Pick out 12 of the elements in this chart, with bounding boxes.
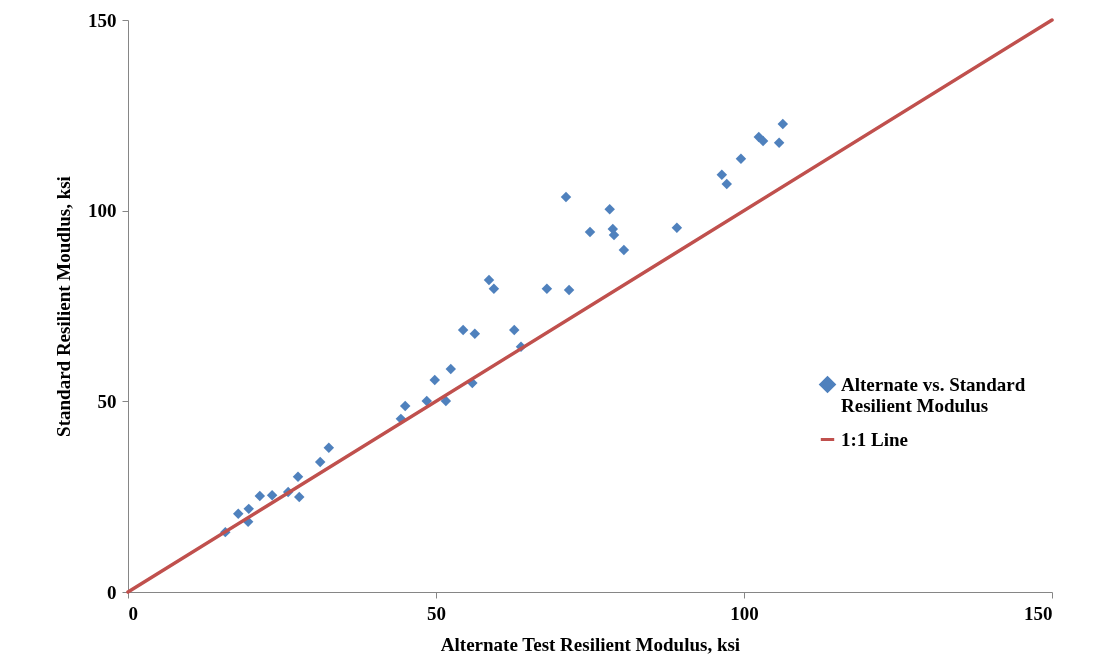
legend-label: 1:1 Line: [841, 428, 909, 450]
x-tick-label: 50: [427, 602, 446, 624]
y-tick-label: 150: [88, 9, 117, 31]
y-axis-title: Standard Resilient Moudlus, ksi: [53, 176, 74, 437]
y-tick-label: 100: [88, 200, 117, 222]
legend-label: Alternate vs. Standard Resilient Modulus: [841, 373, 1026, 416]
y-tick-label: 0: [107, 581, 117, 603]
x-tick-label: 150: [1024, 602, 1053, 624]
x-tick-label: 0: [128, 602, 138, 624]
x-tick-label: 100: [730, 602, 759, 624]
x-axis-title: Alternate Test Resilient Modulus, ksi: [440, 633, 741, 655]
y-tick-label: 50: [97, 390, 117, 412]
